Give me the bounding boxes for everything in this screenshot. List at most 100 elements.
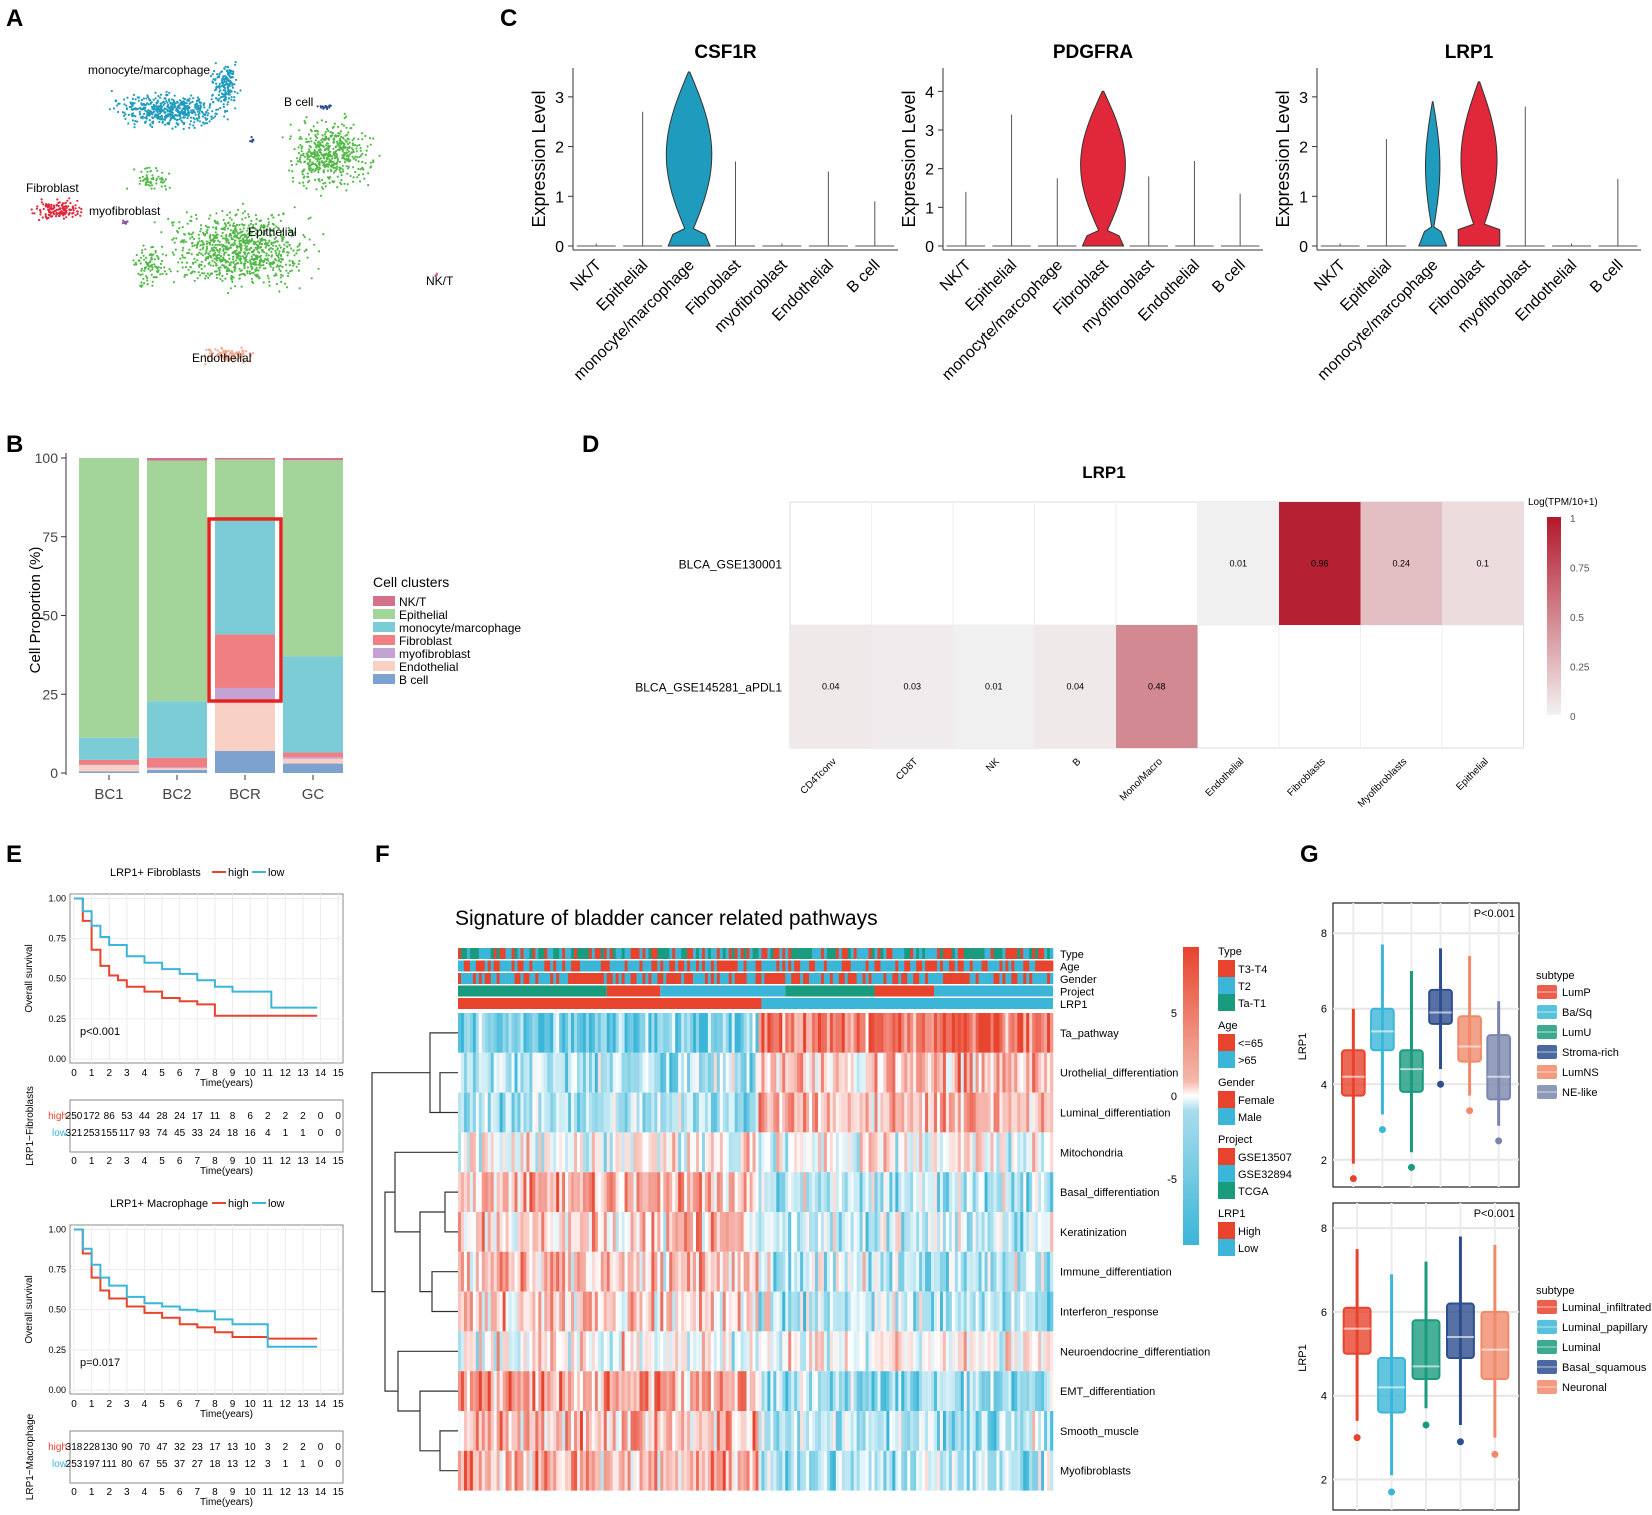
- tsne-point: [241, 230, 244, 233]
- tsne-point: [316, 151, 319, 154]
- tsne-point: [299, 156, 302, 159]
- tsne-point: [204, 258, 207, 261]
- annotation-cell: [568, 973, 572, 984]
- tsne-point: [309, 160, 312, 163]
- km-risk-value: 3: [265, 1442, 271, 1453]
- heatmap-f-cell: [922, 1092, 926, 1133]
- annotation-cell: [499, 948, 503, 959]
- tsne-point: [181, 249, 184, 252]
- tsne-point: [196, 277, 199, 280]
- km-risk-x-tick-label: 11: [263, 1487, 274, 1498]
- heatmap-f-cell: [764, 1132, 768, 1173]
- tsne-point: [316, 105, 319, 108]
- tsne-point: [251, 281, 254, 284]
- heatmap-f-cell: [734, 1092, 738, 1133]
- km-risk-value: 228: [83, 1442, 100, 1453]
- heatmap-f-cell: [475, 1172, 480, 1212]
- tsne-point: [218, 251, 221, 254]
- tsne-point: [349, 159, 352, 162]
- tsne-point: [270, 254, 274, 257]
- heatmap-f-cell: [898, 1132, 902, 1173]
- heatmap-f-cell: [636, 1172, 640, 1212]
- tsne-point: [335, 167, 338, 171]
- heatmap-f-cell: [642, 1052, 646, 1093]
- km-risk-value: 90: [121, 1442, 133, 1453]
- tsne-point: [299, 161, 302, 164]
- heatmap-f-cell: [588, 1251, 593, 1292]
- tsne-point: [358, 155, 361, 159]
- bar-legend-swatch: [373, 609, 395, 619]
- annotation-cell: [913, 973, 917, 984]
- tsne-point: [183, 239, 186, 242]
- heatmap-f-cell: [996, 1251, 1000, 1292]
- annotation-cell: [844, 960, 849, 972]
- bar-legend-swatch: [373, 648, 395, 658]
- tsne-point: [182, 108, 185, 111]
- tsne-point: [267, 217, 270, 220]
- annotation-cell: [496, 948, 500, 959]
- tsne-point: [310, 154, 313, 157]
- heatmap-f-cell: [945, 1092, 950, 1133]
- heatmap-f-cell: [999, 1092, 1003, 1133]
- annotation-cell: [627, 960, 631, 972]
- annotation-cell: [731, 973, 735, 984]
- tsne-point: [298, 242, 301, 245]
- heatmap-f-cell: [597, 1172, 602, 1212]
- annotation-cell: [571, 973, 575, 984]
- annotation-cell: [939, 948, 944, 959]
- annotation-cell: [877, 973, 881, 984]
- heatmap-f-cell: [844, 1013, 849, 1053]
- annotation-cell: [770, 960, 774, 972]
- heatmap-f-cell: [669, 1172, 673, 1212]
- heatmap-f-cell: [1023, 1172, 1027, 1212]
- km-risk-x-tick-label: 12: [280, 1487, 292, 1498]
- heatmap-f-cell: [621, 1172, 625, 1212]
- heatmap-f-cell: [901, 1212, 905, 1252]
- tsne-point: [193, 111, 196, 114]
- heatmap-f-cell: [957, 1132, 962, 1173]
- heatmap-f-cell: [627, 1052, 631, 1093]
- tsne-point: [286, 254, 289, 257]
- annotation-cell: [538, 973, 542, 984]
- heatmap-f-cell: [568, 1212, 572, 1252]
- heatmap-f-cell: [809, 1172, 813, 1212]
- heatmap-f-cell: [898, 1013, 902, 1053]
- heatmap-f-cell: [514, 1132, 518, 1173]
- annotation-cell: [526, 960, 530, 972]
- tsne-point: [211, 272, 214, 275]
- annotation-cell: [678, 948, 682, 959]
- annotation-cell: [603, 960, 608, 972]
- annotation-cell: [895, 973, 899, 984]
- km-risk-value: 55: [157, 1459, 169, 1470]
- heatmap-f-cell: [562, 1052, 566, 1093]
- tsne-point: [314, 135, 317, 138]
- tsne-point: [241, 218, 244, 221]
- tsne-point: [260, 231, 263, 234]
- violin-x-tick-label: B cell: [1209, 257, 1249, 297]
- km-risk-x-tick-label: 6: [177, 1156, 183, 1167]
- tsne-point: [245, 239, 248, 242]
- heatmap-f-cell: [868, 1212, 872, 1252]
- tsne-point: [205, 256, 208, 259]
- heatmap-f-cell: [850, 1013, 854, 1053]
- annotation-cell: [1041, 960, 1045, 972]
- tsne-point: [144, 167, 147, 170]
- tsne-point: [221, 95, 224, 98]
- tsne-point: [319, 167, 322, 170]
- heatmap-f-cell: [707, 1052, 712, 1093]
- tsne-point: [242, 238, 245, 241]
- tsne-point: [297, 262, 300, 266]
- tsne-point: [174, 118, 177, 121]
- tsne-point: [328, 181, 331, 184]
- heatmap-f-cell: [737, 1212, 741, 1252]
- tsne-point: [173, 94, 176, 97]
- heatmap-f-cell: [829, 1132, 834, 1173]
- annotation-cell: [936, 960, 941, 972]
- tsne-point: [307, 148, 311, 151]
- heatmap-f-cell: [621, 1132, 625, 1173]
- tsne-point: [341, 150, 344, 153]
- heatmap-f-cell: [538, 1212, 542, 1252]
- heatmap-f-cell: [577, 1212, 581, 1252]
- heatmap-f-cell: [636, 1052, 640, 1093]
- annotation-cell: [517, 973, 521, 984]
